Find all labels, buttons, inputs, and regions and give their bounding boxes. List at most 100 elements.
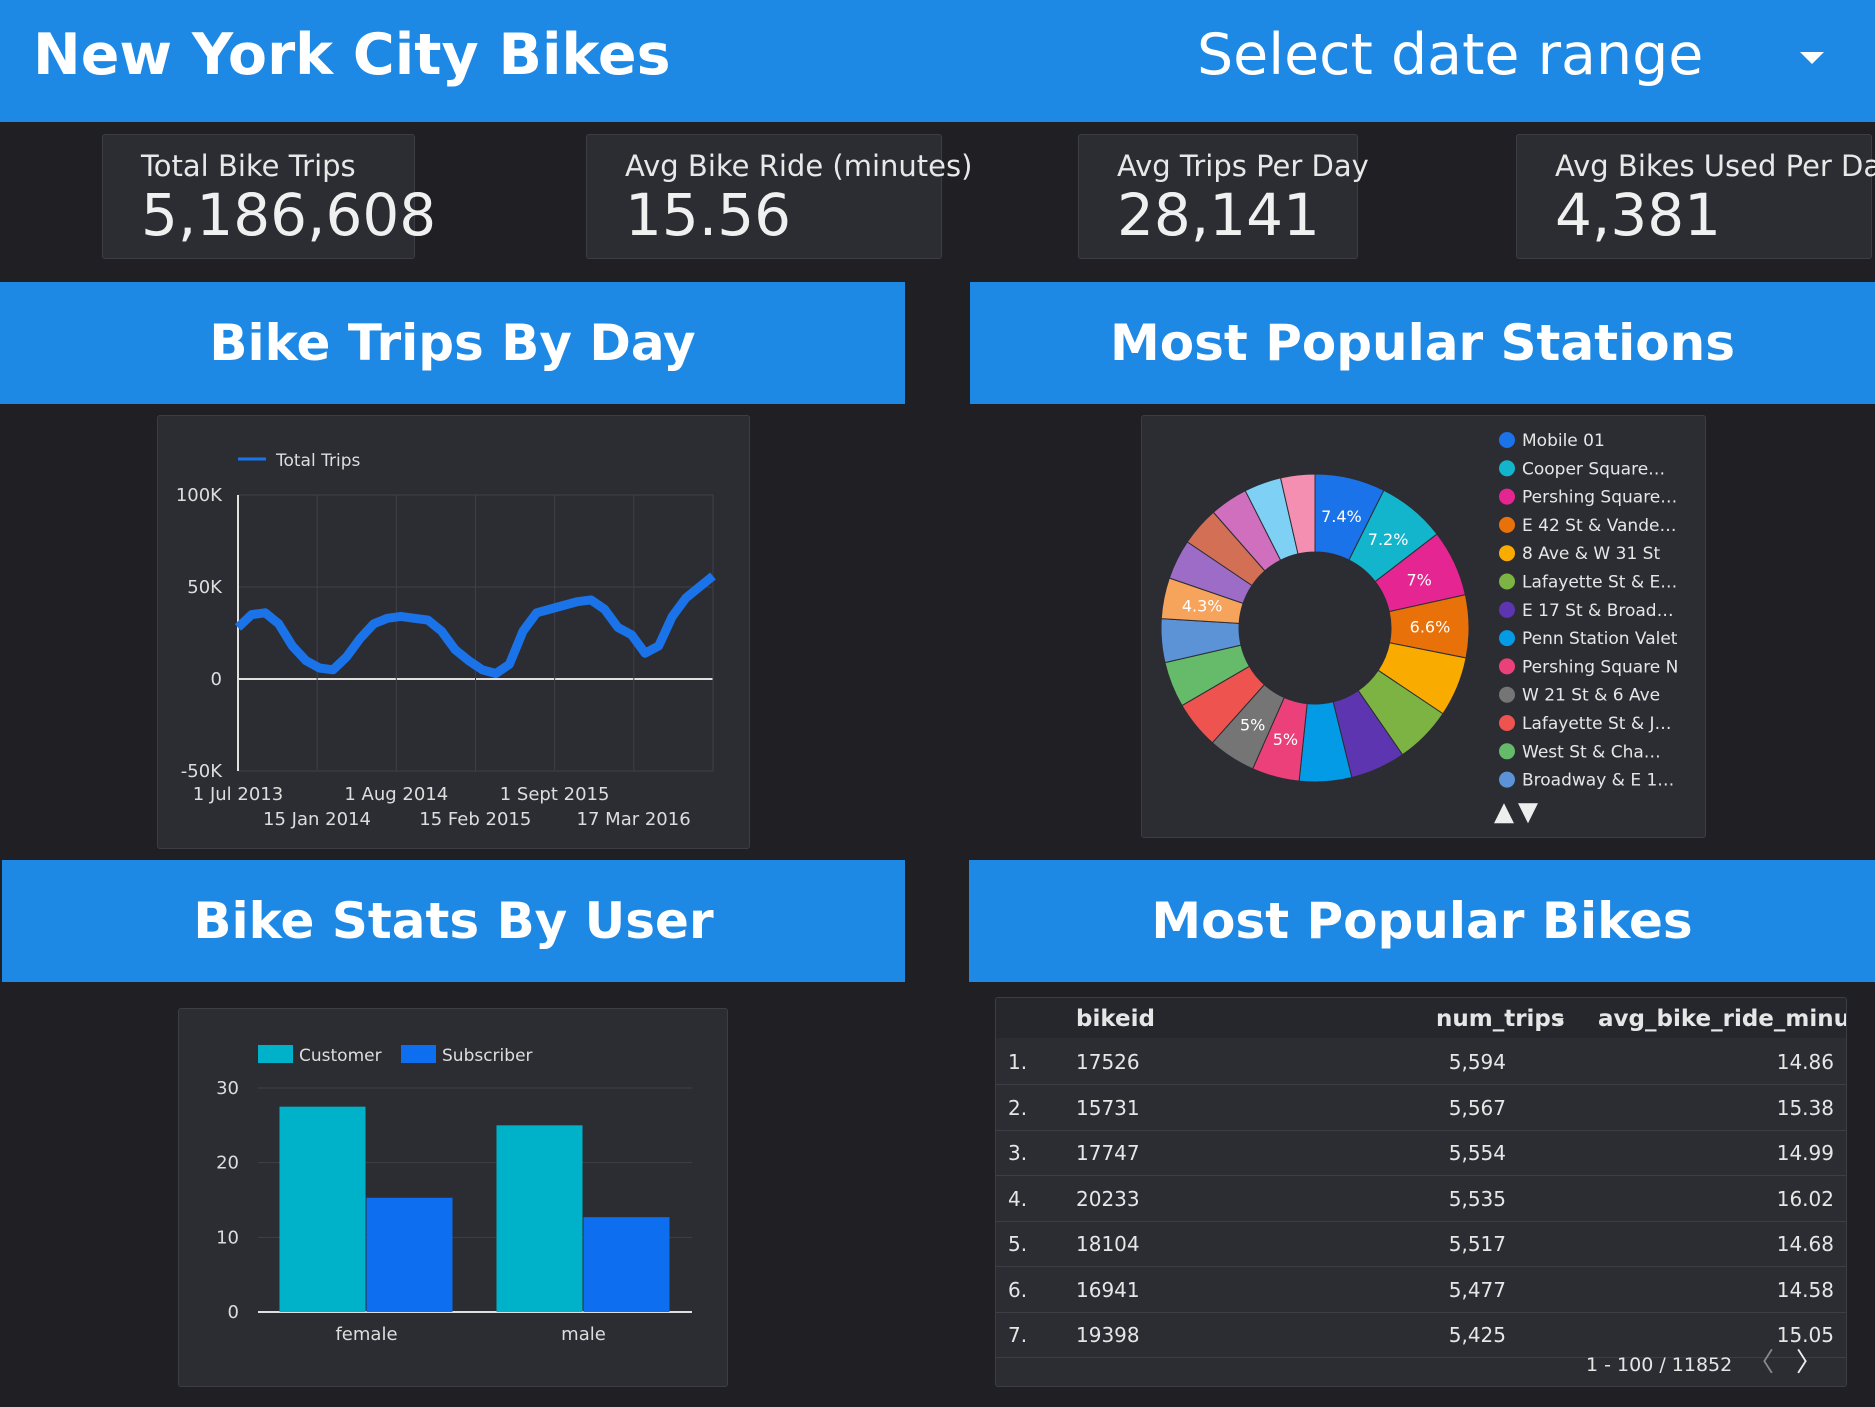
section-popular-bikes: Most Popular Bikes: [969, 860, 1875, 982]
legend-swatch-customer: [258, 1045, 293, 1063]
y-tick-label: 20: [216, 1153, 239, 1174]
donut-chart-card: 7.4% 7.2% 7% 6.6% 5% 5% 4.3% Mobile 01 Cooper S…: [1141, 415, 1706, 838]
legend-label: Penn Station Valet: [1522, 629, 1678, 649]
legend-swatch: [1499, 686, 1515, 703]
cell-bikeid: 19398: [1076, 1323, 1140, 1347]
kpi-total-trips: Total Bike Trips 5,186,608: [102, 134, 436, 259]
table-row[interactable]: 3. 17747 5,554 14.99: [996, 1130, 1846, 1176]
legend-label: W 21 St & 6 Ave: [1522, 686, 1660, 706]
legend-label: E 17 St & Broad…: [1522, 601, 1674, 621]
series-line-total-trips: [234, 572, 716, 678]
table-header: bikeid num_trips avg_bike_ride_minut…: [996, 998, 1846, 1038]
bar-subscriber-male[interactable]: [583, 1217, 670, 1312]
y-tick-label: 0: [228, 1302, 239, 1323]
kpi-value: 28,141: [1117, 181, 1320, 249]
kpi-label: Total Bike Trips: [141, 149, 356, 183]
table-row[interactable]: 1. 17526 5,594 14.86: [996, 1039, 1846, 1085]
table-row[interactable]: 2. 15731 5,567 15.38: [996, 1085, 1846, 1131]
cell-bikeid: 20233: [1076, 1186, 1140, 1211]
bar-chart: Customer Subscriber 30 20 10 0 female male: [216, 1045, 692, 1345]
next-page-icon[interactable]: 〉: [1796, 1348, 1823, 1378]
bar-customer-male[interactable]: [496, 1125, 583, 1312]
legend-swatch: [1499, 601, 1515, 618]
legend-label: West St & Cha…: [1522, 742, 1661, 762]
section-popular-stations: Most Popular Stations: [970, 282, 1875, 404]
column-header-num-trips[interactable]: num_trips: [1436, 1006, 1565, 1032]
legend-swatch: [1499, 573, 1515, 590]
legend-label: 8 Ave & W 31 St: [1522, 544, 1660, 564]
cell-num-trips: 5,425: [1448, 1323, 1506, 1347]
x-tick-label: 1 Sept 2015: [500, 784, 610, 805]
legend-label-subscriber: Subscriber: [442, 1046, 533, 1066]
legend-label: Cooper Square…: [1522, 459, 1665, 479]
row-index: 1.: [1008, 1050, 1028, 1074]
sort-descending-icon[interactable]: [1554, 1018, 1564, 1024]
legend-swatch: [1499, 630, 1515, 647]
donut-data-label: 7.4%: [1321, 507, 1362, 526]
donut-chart: 7.4% 7.2% 7% 6.6% 5% 5% 4.3% Mobile 01 Cooper S…: [1160, 431, 1678, 827]
cell-num-trips: 5,535: [1448, 1186, 1506, 1211]
pagination-label: 1 - 100 / 11852: [1586, 1354, 1733, 1376]
legend-label: Total Trips: [275, 451, 360, 471]
legend-swatch: [1499, 432, 1515, 448]
x-tick-label: 17 Mar 2016: [577, 809, 691, 830]
legend-swatch-subscriber: [401, 1045, 436, 1063]
cell-num-trips: 5,594: [1448, 1050, 1506, 1074]
section-trips-by-day: Bike Trips By Day: [0, 282, 905, 404]
bar-customer-female[interactable]: [279, 1106, 366, 1312]
section-stats-by-user: Bike Stats By User: [2, 860, 905, 982]
donut-data-label: 4.3%: [1182, 597, 1223, 616]
donut-slice[interactable]: [1279, 473, 1316, 555]
donut-data-label: 5%: [1273, 730, 1298, 749]
row-index: 2.: [1008, 1095, 1028, 1120]
table-row[interactable]: 7. 19398 5,425 15.05: [996, 1312, 1846, 1358]
dashboard-title: New York City Bikes: [33, 22, 671, 88]
y-tick-label: 50K: [187, 577, 223, 598]
cell-avg-ride: 14.86: [1776, 1050, 1834, 1074]
legend-label: Lafayette St & J…: [1522, 714, 1672, 734]
column-header-avg-ride[interactable]: avg_bike_ride_minut…: [1598, 1006, 1846, 1032]
kpi-label: Avg Trips Per Day: [1117, 149, 1369, 183]
kpi-label: Avg Bikes Used Per Day: [1555, 149, 1875, 183]
cell-num-trips: 5,517: [1448, 1232, 1506, 1256]
x-tick-label: female: [335, 1324, 397, 1345]
legend-label: Mobile 01: [1522, 431, 1605, 451]
donut-slices: [1160, 473, 1470, 783]
column-header-bikeid[interactable]: bikeid: [1076, 1006, 1155, 1032]
legend-swatch: [1499, 488, 1515, 505]
y-tick-label: 100K: [176, 485, 223, 506]
bar-subscriber-female[interactable]: [366, 1197, 453, 1312]
legend-next-page-icon[interactable]: ▼: [1518, 797, 1538, 827]
cell-num-trips: 5,477: [1448, 1277, 1506, 1302]
legend-swatch: [1499, 516, 1515, 533]
table-row[interactable]: 5. 18104 5,517 14.68: [996, 1221, 1846, 1267]
y-tick-label: 30: [216, 1078, 239, 1099]
chevron-down-icon[interactable]: [1800, 52, 1824, 64]
legend-prev-page-icon[interactable]: ▲: [1494, 797, 1514, 827]
date-range-selector[interactable]: Select date range: [1197, 22, 1704, 88]
cell-avg-ride: 14.68: [1776, 1232, 1834, 1256]
donut-data-label: 6.6%: [1410, 618, 1451, 637]
row-index: 5.: [1008, 1232, 1028, 1256]
legend-swatch: [1499, 715, 1515, 731]
kpi-avg-bikes-per-day: Avg Bikes Used Per Day 4,381: [1516, 134, 1875, 259]
donut-data-label: 7.2%: [1368, 530, 1409, 549]
table-row[interactable]: 6. 16941 5,477 14.58: [996, 1267, 1846, 1313]
bikes-table: bikeid num_trips avg_bike_ride_minut… 1.…: [995, 997, 1847, 1387]
row-index: 7.: [1008, 1323, 1028, 1347]
bars: female male: [279, 1106, 670, 1345]
donut-data-label: 5%: [1240, 716, 1265, 735]
legend-label: Lafayette St & E…: [1522, 573, 1677, 593]
kpi-value: 4,381: [1555, 181, 1722, 249]
table-row[interactable]: 4. 20233 5,535 16.02: [996, 1176, 1846, 1222]
kpi-avg-ride: Avg Bike Ride (minutes) 15.56: [586, 134, 972, 259]
cell-avg-ride: 15.05: [1776, 1323, 1834, 1347]
cell-avg-ride: 14.58: [1776, 1277, 1834, 1302]
legend-label: Pershing Square N: [1522, 657, 1678, 677]
prev-page-icon[interactable]: 〈: [1748, 1348, 1775, 1378]
row-index: 3.: [1008, 1141, 1028, 1165]
cell-bikeid: 16941: [1076, 1277, 1140, 1302]
y-tick-label: 0: [211, 669, 222, 690]
cell-avg-ride: 16.02: [1776, 1186, 1834, 1211]
